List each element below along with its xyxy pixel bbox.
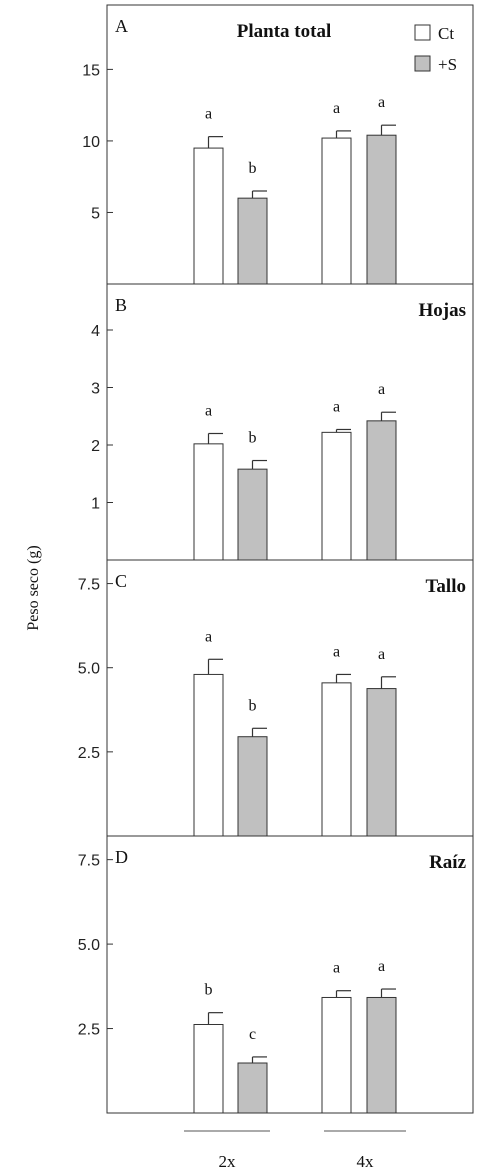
y-tick-label: 4 — [91, 323, 100, 340]
panel-a: 5 10 15 A Planta total a a b a — [82, 4, 474, 285]
significance-letter: a — [333, 643, 340, 660]
significance-letter: c — [249, 1026, 256, 1043]
bar — [193, 673, 224, 837]
legend-swatch — [414, 24, 431, 41]
significance-letter: a — [205, 628, 212, 645]
y-tick-label: 7.5 — [78, 577, 100, 594]
significance-letter: b — [249, 430, 257, 447]
bar — [237, 468, 268, 561]
bar — [321, 431, 352, 561]
significance-letter: a — [333, 100, 340, 117]
legend-label: Ct — [438, 24, 454, 43]
panel-letter: D — [115, 847, 128, 867]
panel-title: Hojas — [419, 300, 467, 321]
y-tick-label: 5.0 — [78, 661, 100, 678]
panel-title: Raíz — [429, 852, 467, 873]
significance-letter: a — [378, 94, 385, 111]
y-tick-label: 5 — [91, 205, 100, 222]
panel-frame — [106, 283, 474, 561]
significance-letter: b — [249, 697, 257, 714]
y-tick-label: 7.5 — [78, 853, 100, 870]
legend: Ct +S — [414, 24, 457, 74]
bar — [366, 996, 397, 1114]
y-tick-label: 1 — [91, 496, 100, 513]
panel-letter: A — [115, 16, 128, 36]
bar — [193, 443, 224, 561]
panel-letter: C — [115, 571, 127, 591]
panel-d: 2.5 5.0 7.5 D Raíz b a c a — [78, 835, 474, 1114]
y-tick-label: 5.0 — [78, 937, 100, 954]
significance-letter: a — [205, 106, 212, 123]
bar — [237, 197, 268, 285]
significance-letter: a — [205, 403, 212, 420]
y-tick-label: 2.5 — [78, 1022, 100, 1039]
significance-letter: b — [205, 982, 213, 999]
y-tick-label: 2.5 — [78, 745, 100, 762]
y-tick-label: 15 — [82, 62, 100, 79]
significance-letter: a — [378, 381, 385, 398]
panel-frame — [106, 559, 474, 837]
y-tick-label: 2 — [91, 438, 100, 455]
bar — [193, 147, 224, 285]
y-tick-label: 3 — [91, 381, 100, 398]
y-axis-label: Peso seco (g) — [25, 545, 42, 630]
legend-swatch — [414, 55, 431, 72]
bar — [366, 420, 397, 561]
bar — [237, 1062, 268, 1114]
panel-letter: B — [115, 295, 127, 315]
significance-letter: b — [249, 160, 257, 177]
panel-title: Tallo — [426, 576, 467, 597]
significance-letter: a — [333, 398, 340, 415]
category-label: 2x — [219, 1152, 237, 1171]
bar — [366, 134, 397, 285]
panel-b: 1 2 3 4B Hojas a a b a — [91, 283, 474, 561]
bar — [321, 682, 352, 837]
panel-frame — [106, 835, 474, 1114]
chart-panels: 5 10 15 A Planta total a a b a 1 2 3 4B Hojas a a b a 2.5 5… — [78, 4, 474, 1114]
bar — [237, 736, 268, 837]
bar — [321, 996, 352, 1114]
panel-frame — [106, 4, 474, 285]
panel-title: Planta total — [237, 21, 331, 42]
category-label: 4x — [357, 1152, 375, 1171]
bar — [193, 1023, 224, 1114]
panel-c: 2.5 5.0 7.5 C Tallo a a b a — [78, 559, 474, 837]
bar — [366, 688, 397, 837]
significance-letter: a — [378, 646, 385, 663]
y-tick-label: 10 — [82, 134, 100, 151]
x-axis-groups: 2x 4x — [184, 1130, 406, 1171]
significance-letter: a — [333, 960, 340, 977]
legend-label: +S — [438, 55, 457, 74]
bar — [321, 137, 352, 285]
significance-letter: a — [378, 958, 385, 975]
